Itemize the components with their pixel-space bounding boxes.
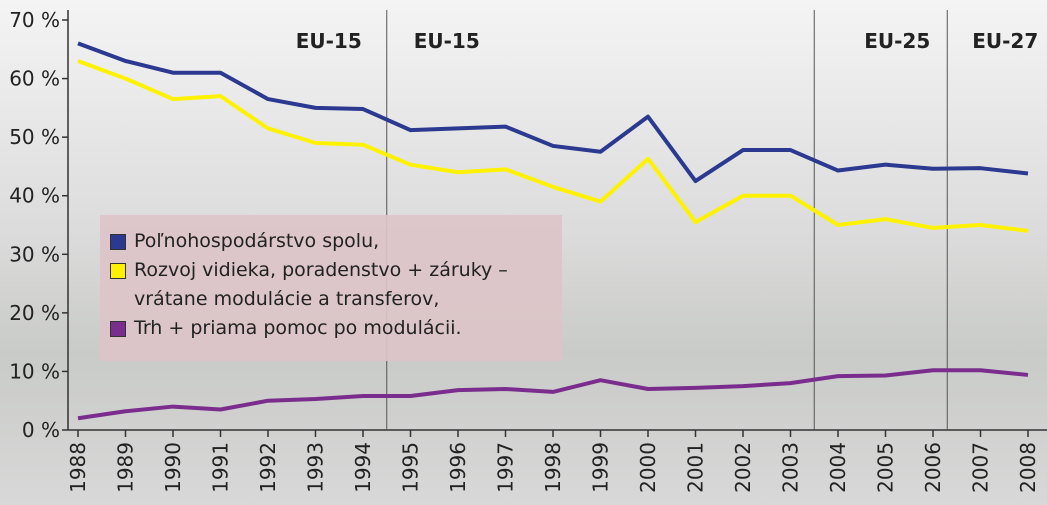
x-tick-label: 2000 <box>636 442 660 493</box>
legend-label: Rozvoj vidieka, poradenstvo + záruky – v… <box>134 256 559 314</box>
x-tick-label: 2003 <box>779 442 803 493</box>
legend-item: Poľnohospodárstvo spolu, <box>110 227 562 256</box>
y-tick-label: 30 % <box>9 242 60 266</box>
x-tick-label: 1996 <box>446 442 470 493</box>
period-label: EU-15 <box>414 29 480 53</box>
legend-label: Poľnohospodárstvo spolu, <box>134 227 559 256</box>
x-tick-label: 1998 <box>541 442 565 493</box>
legend: Poľnohospodárstvo spolu,Rozvoj vidieka, … <box>100 215 562 361</box>
y-tick-label: 20 % <box>9 301 60 325</box>
period-label: EU-15 <box>296 29 362 53</box>
x-tick-label: 1991 <box>209 442 233 493</box>
x-tick-label: 1995 <box>399 442 423 493</box>
x-tick-label: 1992 <box>256 442 280 493</box>
chart: 0 % 10 % 20 % 30 % 40 % 50 % 60 % 70 % 1988 1989 1… <box>0 0 1047 505</box>
x-tick-label: 2001 <box>684 442 708 493</box>
legend-swatch <box>110 263 126 279</box>
legend-item: Rozvoj vidieka, poradenstvo + záruky – v… <box>110 256 562 314</box>
legend-swatch <box>110 321 126 337</box>
series-line <box>78 370 1028 418</box>
period-label: EU-27 <box>972 29 1038 53</box>
x-tick-label: 2008 <box>1016 442 1040 493</box>
legend-label: Trh + priama pomoc po modulácii. <box>134 314 559 343</box>
x-tick-label: 1989 <box>114 442 138 493</box>
x-tick-label: 2005 <box>874 442 898 493</box>
series-line <box>78 43 1028 181</box>
period-label: EU-25 <box>864 29 930 53</box>
y-tick-label: 50 % <box>9 125 60 149</box>
y-tick-label: 0 % <box>22 418 60 442</box>
y-tick-label: 10 % <box>9 359 60 383</box>
x-tick-label: 2007 <box>969 442 993 493</box>
x-tick-label: 1994 <box>351 442 375 493</box>
x-tick-label: 1999 <box>589 442 613 493</box>
legend-item: Trh + priama pomoc po modulácii. <box>110 314 562 343</box>
x-tick-label: 1997 <box>494 442 518 493</box>
x-tick-label: 1990 <box>161 442 185 493</box>
legend-swatch <box>110 234 126 250</box>
x-tick-label: 1993 <box>304 442 328 493</box>
y-tick-label: 70 % <box>9 8 60 32</box>
x-tick-label: 2004 <box>826 442 850 493</box>
y-tick-label: 40 % <box>9 184 60 208</box>
y-tick-label: 60 % <box>9 67 60 91</box>
x-tick-label: 2002 <box>731 442 755 493</box>
x-tick-label: 2006 <box>921 442 945 493</box>
x-tick-label: 1988 <box>66 442 90 493</box>
